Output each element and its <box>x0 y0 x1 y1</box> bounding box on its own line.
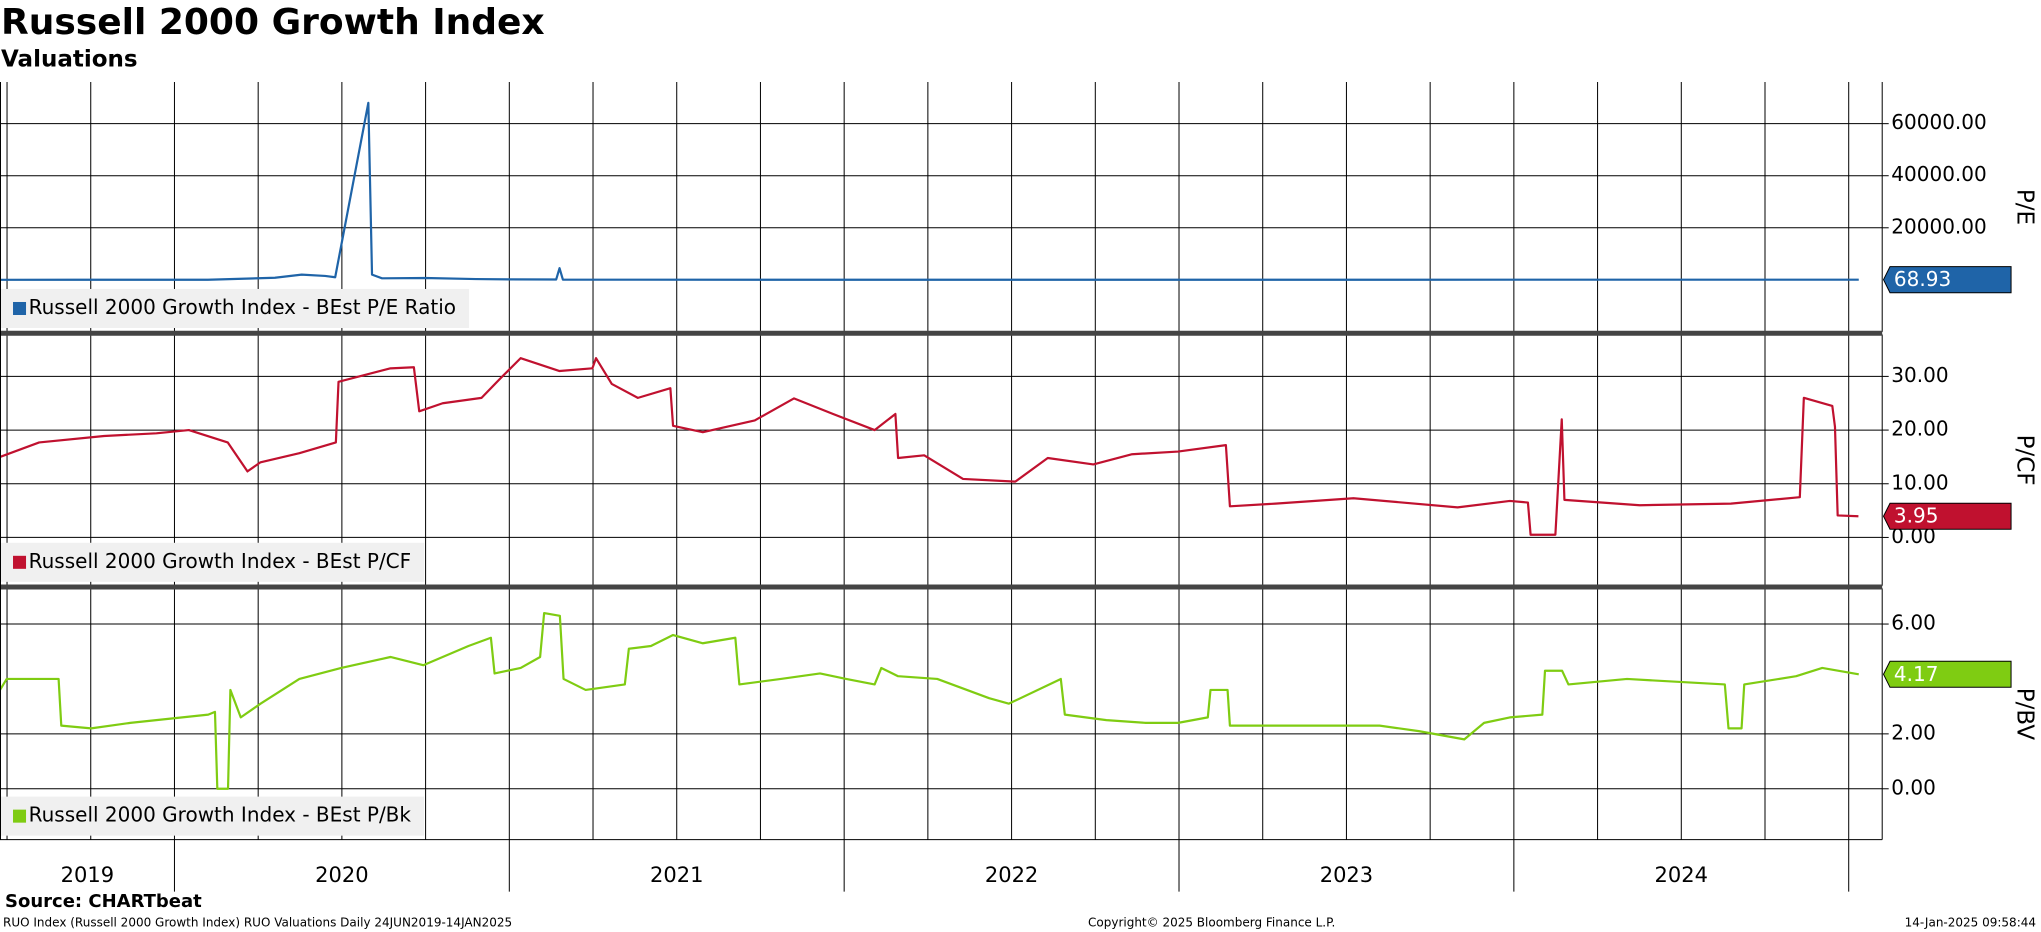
legend-label: Russell 2000 Growth Index - BEst P/Bk <box>29 803 412 827</box>
y-tick-label: 40000.00 <box>1891 162 1986 186</box>
chart-title: Russell 2000 Growth Index <box>1 2 545 43</box>
y-tick-label: 0.00 <box>1891 775 1936 799</box>
source-note: Source: CHARTbeat <box>5 891 202 912</box>
legend-swatch <box>13 301 27 316</box>
x-tick-label: 2021 <box>650 863 703 887</box>
x-tick-label: 2024 <box>1655 863 1708 887</box>
legend-box <box>0 542 425 582</box>
x-tick-label: 2022 <box>985 863 1038 887</box>
x-tick-label: 2019 <box>61 863 114 887</box>
y-tick-label: 10.00 <box>1891 470 1948 494</box>
footer-copyright: Copyright© 2025 Bloomberg Finance L.P. <box>1088 916 1335 930</box>
y-tick-label: 6.00 <box>1891 611 1936 635</box>
last-value-label: 4.17 <box>1894 662 1939 686</box>
series-line <box>0 611 1859 790</box>
legend-label: Russell 2000 Growth Index - BEst P/CF <box>29 549 412 573</box>
legend-swatch <box>13 555 27 569</box>
x-tick-label: 2023 <box>1320 863 1373 887</box>
last-value-box <box>1882 266 2012 294</box>
chart-subtitle: Valuations <box>1 47 138 73</box>
y-tick-label: 20000.00 <box>1891 214 1986 238</box>
last-value-label: 3.95 <box>1894 504 1939 528</box>
last-value-box <box>1882 660 2012 688</box>
series-line <box>0 357 1859 536</box>
y-axis-title: P/E <box>2012 189 2038 225</box>
y-tick-label: 20.00 <box>1891 417 1948 441</box>
legend-box <box>0 288 470 329</box>
last-value-label: 68.93 <box>1894 267 1951 291</box>
legend-swatch <box>13 809 27 823</box>
footer-timestamp: 14-Jan-2025 09:58:44 <box>1905 916 2036 930</box>
y-tick-label: 30.00 <box>1891 363 1948 387</box>
y-axis-title: P/CF <box>2012 435 2038 486</box>
legend-box <box>0 796 425 836</box>
series-line <box>0 101 1859 281</box>
x-tick-label: 2020 <box>315 863 368 887</box>
legend-label: Russell 2000 Growth Index - BEst P/E Rat… <box>29 295 456 319</box>
last-value-box <box>1882 502 2012 530</box>
footer-description: RUO Index (Russell 2000 Growth Index) RU… <box>3 916 512 930</box>
y-tick-label: 2.00 <box>1891 720 1936 744</box>
y-axis-title: P/BV <box>2012 688 2038 741</box>
y-tick-label: 60000.00 <box>1891 110 1986 134</box>
